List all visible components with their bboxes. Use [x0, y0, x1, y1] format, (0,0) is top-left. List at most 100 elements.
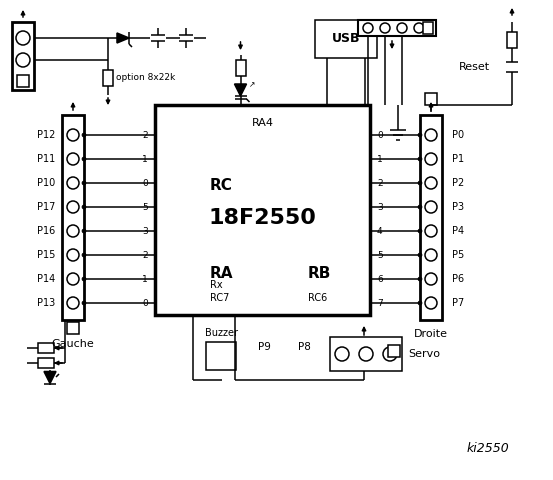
Polygon shape [117, 33, 129, 43]
Bar [420, 115, 442, 320]
Text: 1: 1 [377, 155, 383, 164]
Text: ki2550: ki2550 [467, 442, 509, 455]
Text: RA4: RA4 [252, 118, 274, 128]
Text: Servo: Servo [408, 349, 440, 359]
Bar [423, 22, 433, 34]
Text: ↗: ↗ [248, 81, 255, 89]
Circle shape [67, 177, 79, 189]
Bar [206, 342, 236, 370]
Text: P6: P6 [452, 274, 464, 284]
Circle shape [425, 153, 437, 165]
Text: P10: P10 [37, 178, 55, 188]
Text: 5: 5 [377, 251, 383, 260]
Text: Gauche: Gauche [51, 339, 95, 349]
Text: RB: RB [308, 265, 331, 280]
Circle shape [425, 225, 437, 237]
Circle shape [425, 201, 437, 213]
Text: RA: RA [210, 265, 233, 280]
Circle shape [418, 253, 422, 257]
Text: 6: 6 [377, 275, 383, 284]
Circle shape [425, 177, 437, 189]
Bar [103, 70, 113, 85]
Circle shape [67, 225, 79, 237]
Text: P8: P8 [298, 342, 310, 352]
Text: P15: P15 [37, 250, 55, 260]
Text: P5: P5 [452, 250, 464, 260]
Circle shape [82, 253, 86, 257]
Text: 3: 3 [142, 227, 148, 236]
Text: 5: 5 [142, 203, 148, 212]
Circle shape [67, 129, 79, 141]
Circle shape [397, 23, 407, 33]
Bar [67, 322, 79, 334]
Text: USB: USB [332, 33, 360, 46]
Text: 1: 1 [142, 155, 148, 164]
Circle shape [82, 301, 86, 305]
Circle shape [359, 347, 373, 361]
Circle shape [425, 273, 437, 285]
Circle shape [418, 301, 422, 305]
Bar [315, 20, 377, 58]
Circle shape [67, 297, 79, 309]
Text: RC7: RC7 [210, 293, 229, 303]
Circle shape [82, 205, 86, 209]
Text: Droite: Droite [414, 329, 448, 339]
Bar [236, 60, 246, 75]
Polygon shape [234, 84, 247, 96]
Text: 2: 2 [142, 131, 148, 140]
Text: 4: 4 [377, 227, 383, 236]
Circle shape [82, 157, 86, 161]
Text: P11: P11 [37, 154, 55, 164]
Bar [62, 115, 84, 320]
Circle shape [414, 23, 424, 33]
Circle shape [425, 297, 437, 309]
Text: P7: P7 [452, 298, 464, 308]
Circle shape [82, 181, 86, 185]
Text: RC6: RC6 [308, 293, 327, 303]
Circle shape [425, 249, 437, 261]
Circle shape [418, 277, 422, 281]
Text: Buzzer: Buzzer [206, 328, 238, 338]
Circle shape [82, 133, 86, 137]
Circle shape [383, 347, 397, 361]
Circle shape [16, 53, 30, 67]
Text: 7: 7 [377, 299, 383, 308]
Circle shape [82, 229, 86, 233]
Text: 3: 3 [377, 203, 383, 212]
Circle shape [67, 201, 79, 213]
Bar [330, 337, 402, 371]
Text: P4: P4 [452, 226, 464, 236]
Circle shape [418, 229, 422, 233]
Text: P0: P0 [452, 130, 464, 140]
Text: 2: 2 [377, 179, 383, 188]
Text: 0: 0 [377, 131, 383, 140]
Circle shape [425, 129, 437, 141]
Text: P16: P16 [37, 226, 55, 236]
Text: P14: P14 [37, 274, 55, 284]
Text: Reset: Reset [459, 62, 490, 72]
Bar [358, 20, 436, 36]
Bar [155, 105, 370, 315]
Circle shape [418, 181, 422, 185]
Polygon shape [44, 372, 56, 384]
Circle shape [67, 273, 79, 285]
Text: 1: 1 [142, 275, 148, 284]
Text: Rx: Rx [210, 280, 223, 290]
Circle shape [67, 153, 79, 165]
Text: P13: P13 [37, 298, 55, 308]
Bar [38, 343, 54, 353]
Text: P2: P2 [452, 178, 464, 188]
Bar [12, 22, 34, 90]
Circle shape [418, 157, 422, 161]
Bar [507, 32, 517, 48]
Bar [388, 345, 400, 357]
Circle shape [418, 133, 422, 137]
Circle shape [418, 205, 422, 209]
Text: 0: 0 [142, 299, 148, 308]
Bar [425, 93, 437, 105]
Circle shape [82, 277, 86, 281]
Text: P12: P12 [37, 130, 55, 140]
Text: 0: 0 [142, 179, 148, 188]
Text: option 8x22k: option 8x22k [116, 73, 176, 83]
Circle shape [67, 249, 79, 261]
